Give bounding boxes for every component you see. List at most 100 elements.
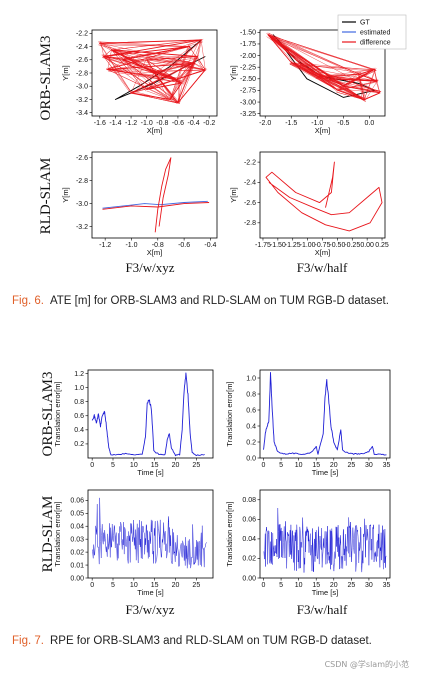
plot-frame: [259, 151, 386, 239]
y-tick-label: -3.2: [76, 224, 88, 231]
difference-segment: [103, 56, 130, 92]
x-tick-label: -1.0: [141, 120, 153, 127]
difference-segment: [177, 57, 197, 80]
x-tick-label: 5: [279, 582, 283, 589]
series-line: [272, 34, 376, 98]
y-tick-label: -1.50: [240, 30, 256, 37]
x-tick-label: 0.0: [365, 120, 375, 127]
x-tick-label: 25: [192, 582, 200, 589]
x-tick-label: -0.50: [329, 242, 345, 249]
x-tick-label: 30: [365, 582, 373, 589]
y-axis-label: Translation error[m]: [53, 381, 62, 446]
ate-rld-half-panel: -1.75-1.50-1.25-1.00-0.75-0.50-0.25 0.00 0…: [229, 151, 389, 257]
y-tick-label: 0.8: [246, 391, 256, 398]
series-line: [154, 157, 172, 233]
fig6-row-label-rld: RLD-SLAM: [38, 158, 54, 235]
difference-segment: [195, 55, 206, 70]
difference-segment: [343, 73, 360, 88]
fig6-col-label-half: F3/w/half: [297, 260, 348, 275]
fig7-col-label-half: F3/w/half: [297, 602, 348, 617]
x-tick-label: -0.25: [344, 242, 360, 249]
x-tick-label: 15: [312, 462, 320, 469]
difference-segment: [103, 48, 113, 57]
x-tick-label: 0: [262, 582, 266, 589]
y-tick-label: 0.0: [246, 455, 256, 462]
difference-segment: [200, 39, 206, 70]
difference-segment: [103, 56, 173, 101]
y-tick-label: -2.00: [240, 53, 256, 60]
difference-segment: [153, 62, 194, 74]
rpe-figure: ORB-SLAM3 RLD-SLAM 0 5 10 15 20 25 0.2 0.4 0.6 0.…: [40, 369, 391, 617]
y-axis-label: Y[m]: [229, 65, 238, 80]
x-tick-label: 0.25: [375, 242, 389, 249]
difference-segment: [170, 99, 177, 104]
difference-segment: [193, 62, 204, 70]
fig6-caption: Fig. 6. ATE [m] for ORB-SLAM3 and RLD-SLA…: [12, 294, 412, 309]
x-tick-label: 25: [347, 582, 355, 589]
x-tick-label: 20: [330, 582, 338, 589]
y-tick-label: 0.00: [242, 575, 256, 582]
y-tick-label: -1.75: [240, 41, 256, 48]
difference-segment: [103, 56, 125, 61]
y-axis-label: Y[m]: [229, 187, 238, 202]
fig6-col-label-xyz: F3/w/xyz: [125, 260, 174, 275]
x-tick-label: 0.00: [360, 242, 374, 249]
watermark: CSDN @学slam的小范: [324, 660, 409, 669]
difference-segment: [99, 43, 192, 48]
y-tick-label: -3.0: [76, 84, 88, 91]
y-axis-label: Y[m]: [61, 65, 70, 80]
difference-segment: [291, 62, 361, 73]
x-tick-label: -0.6: [178, 242, 190, 249]
x-tick-label: -0.8: [156, 120, 168, 127]
difference-segment: [317, 76, 365, 100]
plot-frame: [91, 151, 218, 239]
difference-segment: [146, 90, 171, 100]
difference-segment: [289, 64, 339, 91]
ate-legend: GT estimated difference: [337, 14, 407, 50]
difference-segment: [336, 85, 344, 90]
difference-segment: [145, 57, 194, 64]
y-tick-label: 0.6: [74, 413, 84, 420]
y-tick-label: 1.0: [246, 375, 256, 382]
x-tick-label: 20: [172, 462, 180, 469]
x-tick-label: 10: [295, 582, 303, 589]
x-tick-label: 20: [330, 462, 338, 469]
y-tick-label: -3.0: [76, 201, 88, 208]
series-line: [263, 507, 387, 573]
difference-segment: [365, 81, 378, 101]
x-tick-label: -1.6: [94, 120, 106, 127]
x-tick-label: -1.2: [99, 242, 111, 249]
x-tick-label: 20: [172, 582, 180, 589]
y-tick-label: -2.4: [244, 180, 256, 187]
difference-segment: [268, 34, 380, 93]
x-tick-label: 10: [130, 462, 138, 469]
x-tick-label: -1.5: [285, 120, 297, 127]
y-tick-label: 0.06: [70, 498, 84, 505]
x-axis-label: Time [s]: [137, 588, 163, 597]
y-tick-label: -2.6: [76, 57, 88, 64]
difference-segment: [177, 84, 183, 103]
y-tick-label: 0.04: [70, 524, 84, 531]
legend-difference: difference: [360, 40, 391, 47]
x-tick-label: -1.0: [311, 120, 323, 127]
x-tick-label: -1.00: [300, 242, 316, 249]
fig6-caption-label: Fig. 6.: [12, 295, 44, 307]
x-tick-label: -1.2: [125, 120, 137, 127]
fig7-row-label-orb: ORB-SLAM3: [40, 371, 56, 456]
difference-segment: [171, 46, 190, 98]
ate-orb-xyz-panel: -1.6 -1.4 -1.2 -1.0 -0.8 -0.6 -0.4 -0.2 -2.2 -2.4…: [61, 29, 218, 135]
difference-segment: [169, 45, 189, 100]
plot-frame: [259, 369, 391, 459]
difference-segment: [108, 68, 182, 84]
x-axis-label: X[m]: [147, 126, 162, 135]
x-tick-label: 15: [151, 582, 159, 589]
y-tick-label: 0.02: [242, 556, 256, 563]
x-axis-label: Time [s]: [312, 468, 338, 477]
legend-gt: GT: [360, 20, 370, 27]
y-tick-label: 0.06: [242, 517, 256, 524]
fig6-row-label-orb: ORB-SLAM3: [38, 35, 54, 120]
y-tick-label: -3.4: [76, 110, 88, 117]
y-tick-label: 0.2: [74, 441, 84, 448]
x-tick-label: -1.4: [109, 120, 121, 127]
y-tick-label: 0.6: [246, 407, 256, 414]
